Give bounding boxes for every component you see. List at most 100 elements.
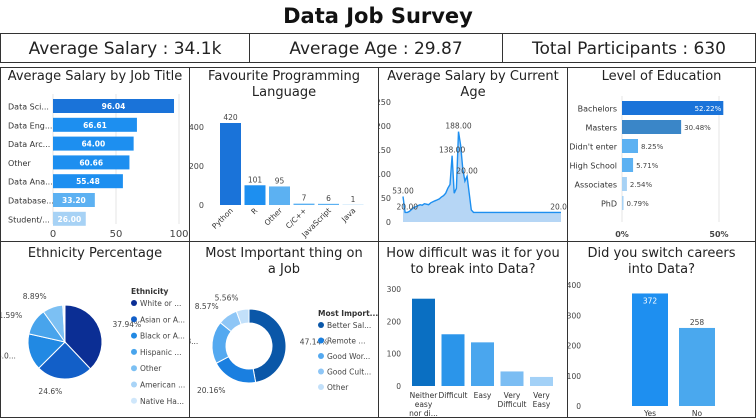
bar bbox=[293, 203, 315, 205]
data-label: 20.00 bbox=[397, 202, 419, 211]
slice-label: 20.16% bbox=[197, 386, 226, 395]
legend-marker bbox=[318, 384, 324, 390]
data-label: 5.71% bbox=[636, 162, 659, 170]
bar bbox=[441, 334, 465, 386]
category-label: Easy bbox=[533, 400, 551, 409]
fav-language-chart: 0200400420Python101R95Other7C/C++6JavaSc… bbox=[190, 113, 364, 240]
data-label: 26.00 bbox=[58, 215, 82, 224]
category-label: Data Sci... bbox=[8, 103, 49, 112]
data-label: 101 bbox=[248, 175, 263, 184]
panel-difficulty: How difficult was it for you to break in… bbox=[378, 241, 568, 418]
y-tick-label: 100 bbox=[378, 170, 391, 179]
bar bbox=[53, 117, 137, 132]
y-tick-label: 100 bbox=[567, 372, 581, 381]
data-label: 6 bbox=[326, 194, 331, 203]
kpi-average-age: Average Age : 29.87 bbox=[249, 33, 503, 63]
y-tick-label: 0 bbox=[199, 201, 204, 210]
category-label: Data Ana... bbox=[8, 178, 53, 187]
data-label: 52.22% bbox=[695, 105, 722, 113]
category-label: Student/... bbox=[8, 215, 50, 224]
education-chart: 0% 50% Bachelors 52.22% Masters 30.48% Didn't … bbox=[569, 96, 729, 239]
x-tick-label: 0 bbox=[50, 229, 56, 240]
legend-marker bbox=[318, 353, 324, 359]
bar bbox=[53, 174, 123, 189]
category-label: Very bbox=[533, 391, 550, 400]
bar bbox=[220, 123, 241, 205]
data-label: 138.00 bbox=[439, 146, 465, 155]
ethnicity-chart: 37.94% 24.6% 16.0... 11.59% 8.89% Ethnicity Wh… bbox=[0, 287, 185, 406]
kpi-row: Average Salary : 34.1k Average Age : 29.… bbox=[0, 33, 756, 65]
y-tick-label: 300 bbox=[567, 311, 581, 320]
slice-label: 11.59% bbox=[0, 311, 22, 320]
data-label: 53.00 bbox=[392, 187, 414, 196]
y-tick-label: 150 bbox=[378, 146, 391, 155]
category-label: Associates bbox=[575, 181, 617, 190]
y-tick-label: 200 bbox=[378, 122, 391, 131]
legend-label: Other bbox=[140, 364, 162, 373]
panel-salary-by-title: Average Salary by Job Title 0 50 100 Data S… bbox=[0, 67, 190, 242]
data-label: 188.00 bbox=[445, 122, 471, 131]
data-label: 2.54% bbox=[630, 181, 653, 189]
y-tick-label: 300 bbox=[387, 285, 402, 294]
legend-marker bbox=[318, 368, 324, 375]
category-label: Very bbox=[504, 391, 521, 400]
chart-title: Level of Education bbox=[601, 69, 722, 84]
data-label: 8.25% bbox=[641, 143, 664, 151]
y-tick-label: 200 bbox=[567, 342, 581, 351]
data-label: 96.04 bbox=[102, 102, 126, 111]
panel-salary-by-age: Average Salary by Current Age 0 50 100 150 2… bbox=[378, 67, 568, 242]
y-tick-label: 100 bbox=[387, 350, 402, 359]
chart-title: Ethnicity Percentage bbox=[27, 246, 163, 261]
legend-marker bbox=[131, 365, 137, 372]
legend-label: Good Wor... bbox=[327, 352, 370, 361]
salary-by-title-chart: 0 50 100 Data Sci... 96.04 Data Eng... 66.61 Da… bbox=[8, 94, 189, 240]
data-label: 30.48% bbox=[684, 124, 711, 132]
legend-label: Better Sal... bbox=[327, 321, 371, 330]
pie-slice bbox=[38, 341, 92, 380]
slice-label: 5.56% bbox=[215, 294, 239, 303]
category-label: nor di... bbox=[409, 409, 438, 418]
slice-label: 16.0... bbox=[0, 352, 16, 361]
x-tick-label: 0% bbox=[615, 230, 629, 239]
category-label: Java bbox=[339, 206, 357, 224]
switch-careers-chart: 0 100 200 300 400 372 Yes 258 No bbox=[567, 281, 715, 417]
category-label: Neither bbox=[410, 391, 439, 400]
legend-label: Black or A... bbox=[140, 332, 185, 341]
legend-marker bbox=[131, 381, 137, 388]
category-label: Data Eng... bbox=[8, 121, 52, 130]
chart-title: Favourite Programming Language bbox=[208, 69, 360, 100]
important-thing-chart: 47.14% 20.16% 18... 8.57%5.56% Most Import..… bbox=[190, 294, 378, 395]
category-label: Masters bbox=[586, 124, 618, 133]
bar bbox=[471, 342, 494, 386]
y-tick-label: 0 bbox=[386, 218, 391, 227]
slice-label: 47.14% bbox=[300, 338, 329, 347]
y-tick-label: 0 bbox=[576, 402, 581, 411]
chart-title: Average Salary by Current Age bbox=[387, 69, 559, 100]
legend-label: Native Ha... bbox=[140, 397, 184, 406]
panel-important-thing: Most Important thing on a Job 47.14% 20.1… bbox=[189, 241, 379, 418]
category-label: Data Arc... bbox=[8, 140, 50, 149]
pie-slice bbox=[235, 308, 250, 326]
bar bbox=[53, 155, 130, 170]
panel-ethnicity: Ethnicity Percentage 37.94% 24.6% 16.0... 1… bbox=[0, 241, 190, 418]
data-label: 258 bbox=[690, 318, 705, 327]
category-label: Bachelors bbox=[578, 105, 617, 114]
category-label: Difficult bbox=[497, 400, 526, 409]
bar bbox=[679, 327, 715, 406]
legend-title: Most Import... bbox=[318, 309, 378, 318]
panel-switch-careers: Did you switch careers into Data? 0 100 20… bbox=[567, 241, 756, 418]
category-label: Other bbox=[8, 159, 31, 168]
legend-marker bbox=[131, 348, 137, 355]
salary-by-age-chart: 0 50 100 150 200 250 53.00 20.00 138.00 188.00 20.… bbox=[378, 98, 567, 227]
legend-marker bbox=[131, 316, 137, 323]
bar bbox=[622, 120, 682, 134]
legend-label: White or ... bbox=[140, 299, 181, 308]
data-label: 0.79% bbox=[627, 200, 650, 208]
pie-slice bbox=[64, 304, 103, 370]
bar bbox=[318, 203, 339, 205]
data-label: 420 bbox=[223, 113, 238, 122]
dashboard-title: Data Job Survey bbox=[283, 4, 473, 28]
data-label: 372 bbox=[643, 296, 658, 305]
bar bbox=[53, 136, 134, 151]
